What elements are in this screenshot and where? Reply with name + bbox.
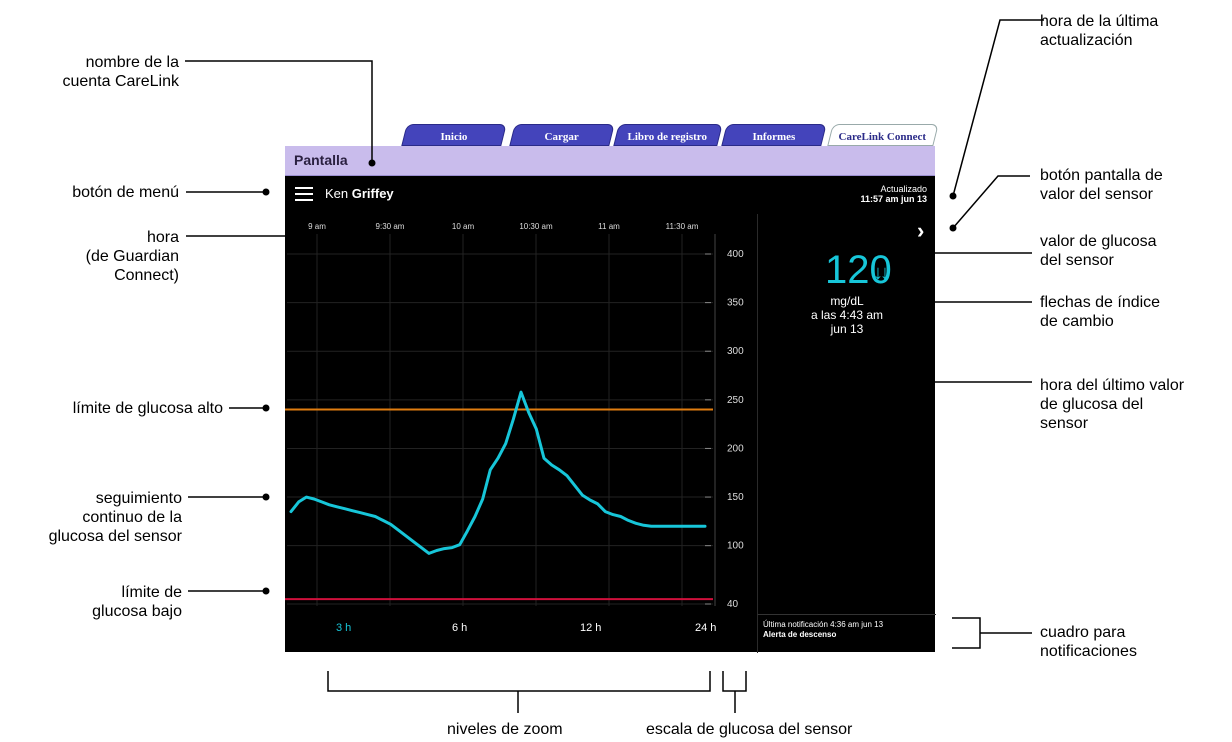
trend-arrows: ↓↓ bbox=[873, 262, 890, 284]
callout-low-limit: límite de glucosa bajo bbox=[92, 584, 182, 620]
sensor-glucose-value: 120 bbox=[825, 248, 892, 292]
account-last-name: Griffey bbox=[351, 186, 394, 201]
zoom-3h[interactable]: 3 h bbox=[336, 622, 352, 634]
x-tick-label: 11:30 am bbox=[666, 222, 699, 231]
chevron-right-icon[interactable]: › bbox=[917, 218, 925, 243]
y-tick-label: 150 bbox=[727, 492, 744, 503]
account-first-name: Ken bbox=[325, 186, 349, 201]
glucose-trace bbox=[289, 390, 707, 555]
y-tick-label: 100 bbox=[727, 541, 744, 552]
tab-bar: Inicio Cargar Libro de registro Informes… bbox=[400, 124, 939, 146]
x-tick-label: 9 am bbox=[308, 222, 326, 231]
page-title-bar: Pantalla bbox=[285, 146, 935, 176]
notification-time: Última notificación 4:36 am jun 13 bbox=[763, 620, 884, 629]
callout-last-update: hora de la última actualización bbox=[1040, 13, 1159, 49]
tab-libro-de-registro[interactable]: Libro de registro bbox=[613, 124, 723, 146]
page-title: Pantalla bbox=[294, 152, 348, 168]
callout-account-name: nombre de la cuenta CareLink bbox=[62, 54, 179, 90]
callout-time: hora (de Guardian Connect) bbox=[85, 229, 179, 284]
sensor-panel bbox=[757, 214, 936, 614]
callout-notification-box: cuadro para notificaciones bbox=[1040, 624, 1137, 660]
tab-carelink-connect[interactable]: CareLink Connect bbox=[827, 124, 939, 146]
y-tick-label: 350 bbox=[727, 298, 744, 309]
glucose-chart-svg: 9 am 9:30 am 10 am 10:30 am 11 am 11:30 am 400… bbox=[285, 222, 744, 610]
notification-message: Alerta de descenso bbox=[763, 630, 837, 639]
callout-last-sg-time: hora del último valor de glucosa del sen… bbox=[1040, 377, 1185, 432]
y-tick-label: 300 bbox=[727, 346, 744, 357]
callout-high-limit: límite de glucosa alto bbox=[72, 400, 223, 417]
account-name: Ken Griffey bbox=[325, 186, 394, 201]
updated-time: 11:57 am jun 13 bbox=[860, 194, 927, 204]
sensor-unit: mg/dL bbox=[830, 294, 864, 308]
y-tick-label: 40 bbox=[727, 599, 739, 610]
callout-sensor-value: valor de glucosa del sensor bbox=[1040, 233, 1157, 269]
zoom-24h[interactable]: 24 h bbox=[695, 622, 717, 634]
updated-label: Actualizado bbox=[880, 184, 927, 194]
glucose-chart: 9 am 9:30 am 10 am 10:30 am 11 am 11:30 am 400… bbox=[285, 214, 757, 614]
callout-menu-button: botón de menú bbox=[72, 184, 179, 201]
zoom-12h[interactable]: 12 h bbox=[580, 622, 602, 634]
x-tick-label: 9:30 am bbox=[376, 222, 405, 231]
sensor-time: a las 4:43 am bbox=[810, 308, 884, 322]
notification-box[interactable]: Última notificación 4:36 am jun 13 Alert… bbox=[757, 614, 936, 653]
x-tick-label: 11 am bbox=[598, 222, 620, 231]
callout-continuous-trace: seguimiento continuo de la glucosa del s… bbox=[48, 490, 182, 545]
callout-trend-arrows: flechas de índice de cambio bbox=[1040, 294, 1161, 330]
tab-cargar[interactable]: Cargar bbox=[509, 124, 615, 146]
y-tick-label: 200 bbox=[727, 443, 744, 454]
y-tick-label: 400 bbox=[727, 249, 744, 260]
zoom-6h[interactable]: 6 h bbox=[452, 622, 468, 634]
callout-zoom-levels: niveles de zoom bbox=[447, 721, 563, 738]
sensor-date: jun 13 bbox=[830, 322, 864, 336]
tab-informes[interactable]: Informes bbox=[721, 124, 827, 146]
x-tick-label: 10 am bbox=[452, 222, 475, 231]
tab-inicio[interactable]: Inicio bbox=[401, 124, 507, 146]
menu-icon[interactable] bbox=[295, 187, 313, 201]
x-tick-label: 10:30 am bbox=[519, 222, 553, 231]
callout-sg-scale: escala de glucosa del sensor bbox=[646, 721, 853, 738]
callout-sensor-button: botón pantalla de valor del sensor bbox=[1040, 167, 1163, 203]
y-tick-label: 250 bbox=[727, 395, 744, 406]
carelink-connect-display: Ken Griffey Actualizado 11:57 am jun 13 … bbox=[285, 176, 936, 653]
